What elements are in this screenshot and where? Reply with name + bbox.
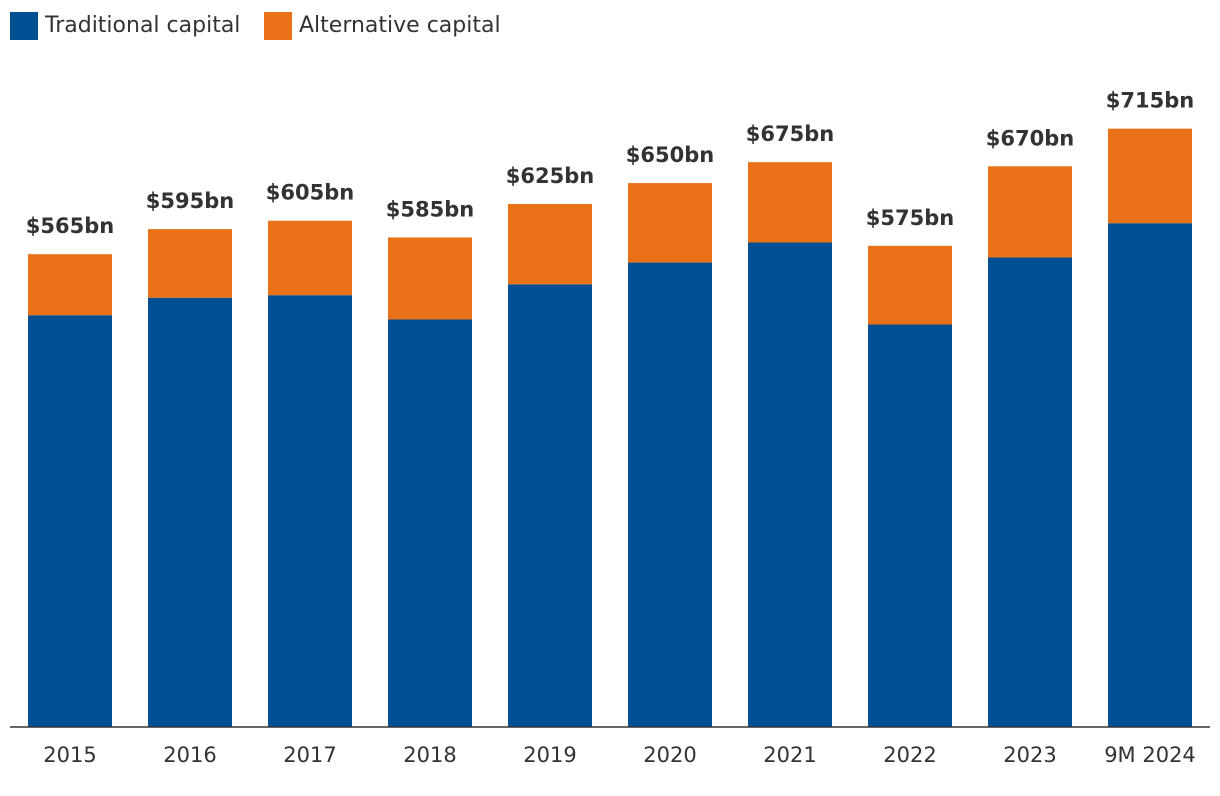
legend-label: Traditional capital — [44, 13, 240, 38]
x-tick-label: 2019 — [523, 743, 576, 767]
x-tick-label: 2017 — [283, 743, 336, 767]
bar-segment — [508, 203, 592, 285]
total-label: $595bn — [146, 189, 234, 213]
bar-segment — [988, 166, 1072, 258]
legend-label: Alternative capital — [299, 13, 501, 38]
x-tick-label: 2018 — [403, 743, 456, 767]
bar-segment — [268, 220, 352, 296]
bar-segment — [148, 229, 232, 298]
bar-segment — [868, 324, 952, 727]
x-tick-label: 2021 — [763, 743, 816, 767]
total-label: $605bn — [266, 181, 354, 205]
bar-segment — [628, 262, 712, 727]
bar-segment — [388, 237, 472, 320]
total-label: $675bn — [746, 122, 834, 146]
x-tick-label: 2023 — [1003, 743, 1056, 767]
bar-segment — [748, 242, 832, 727]
total-label: $575bn — [866, 206, 954, 230]
bar-segment — [868, 245, 952, 325]
total-label: $625bn — [506, 164, 594, 188]
legend-swatch — [264, 12, 292, 40]
bar-segment — [28, 254, 112, 316]
bar-segment — [988, 257, 1072, 727]
bar-segment — [268, 295, 352, 727]
bar-segment — [1108, 223, 1192, 727]
legend-swatch — [10, 12, 38, 40]
x-tick-label: 2022 — [883, 743, 936, 767]
bar-segment — [628, 183, 712, 263]
bar-segment — [1108, 128, 1192, 224]
x-tick-label: 2020 — [643, 743, 696, 767]
total-label: $715bn — [1106, 89, 1194, 113]
total-label: $585bn — [386, 197, 474, 221]
total-label: $650bn — [626, 143, 714, 167]
total-label: $565bn — [26, 214, 114, 238]
x-tick-label: 2015 — [43, 743, 96, 767]
bar-segment — [388, 319, 472, 727]
bar-segment — [28, 315, 112, 727]
bar-segment — [508, 284, 592, 727]
bar-segment — [748, 162, 832, 243]
x-tick-label: 9M 2024 — [1104, 743, 1196, 767]
x-tick-label: 2016 — [163, 743, 216, 767]
total-label: $670bn — [986, 126, 1074, 150]
bar-segment — [148, 297, 232, 727]
